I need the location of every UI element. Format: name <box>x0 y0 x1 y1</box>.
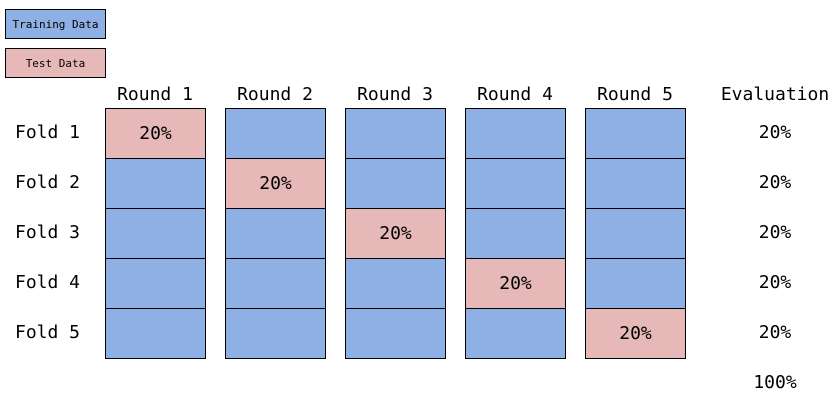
test-cell-round-4-fold-4: 20% <box>465 258 566 309</box>
evaluation-value-fold-4: 20% <box>758 272 792 293</box>
fold-1-label: Fold 1 <box>15 122 81 143</box>
training-cell-round-5-fold-3 <box>585 208 686 259</box>
test-cell-round-3-fold-3: 20% <box>345 208 446 259</box>
evaluation-value-fold-1: 20% <box>758 122 792 143</box>
round-3-label: Round 3 <box>357 84 433 105</box>
training-cell-round-2-fold-4 <box>225 258 326 309</box>
fold-5-label: Fold 5 <box>15 322 81 343</box>
evaluation-header: Evaluation <box>720 84 830 105</box>
test-cell-round-1-fold-1: 20% <box>105 108 206 159</box>
training-cell-round-1-fold-3 <box>105 208 206 259</box>
training-cell-round-1-fold-2 <box>105 158 206 209</box>
training-cell-round-3-fold-5 <box>345 308 446 359</box>
evaluation-value-fold-2: 20% <box>758 172 792 193</box>
test-cell-round-5-fold-5: 20% <box>585 308 686 359</box>
legend-test-data: Test Data <box>5 48 106 78</box>
training-cell-round-1-fold-5 <box>105 308 206 359</box>
evaluation-total: 100% <box>753 372 797 393</box>
training-cell-round-4-fold-2 <box>465 158 566 209</box>
fold-2-label: Fold 2 <box>15 172 81 193</box>
fold-3-label: Fold 3 <box>15 222 81 243</box>
round-4-label: Round 4 <box>477 84 553 105</box>
fold-4-label: Fold 4 <box>15 272 81 293</box>
round-2-label: Round 2 <box>237 84 313 105</box>
training-cell-round-2-fold-3 <box>225 208 326 259</box>
round-5-label: Round 5 <box>597 84 673 105</box>
evaluation-value-fold-3: 20% <box>758 222 792 243</box>
training-cell-round-3-fold-2 <box>345 158 446 209</box>
legend-training-data: Training Data <box>5 9 106 39</box>
training-cell-round-2-fold-1 <box>225 108 326 159</box>
training-cell-round-4-fold-3 <box>465 208 566 259</box>
evaluation-value-fold-5: 20% <box>758 322 792 343</box>
training-cell-round-4-fold-5 <box>465 308 566 359</box>
training-cell-round-3-fold-1 <box>345 108 446 159</box>
training-cell-round-5-fold-4 <box>585 258 686 309</box>
training-cell-round-2-fold-5 <box>225 308 326 359</box>
training-cell-round-1-fold-4 <box>105 258 206 309</box>
test-cell-round-2-fold-2: 20% <box>225 158 326 209</box>
training-cell-round-5-fold-2 <box>585 158 686 209</box>
training-cell-round-4-fold-1 <box>465 108 566 159</box>
training-cell-round-5-fold-1 <box>585 108 686 159</box>
round-1-label: Round 1 <box>117 84 193 105</box>
training-cell-round-3-fold-4 <box>345 258 446 309</box>
